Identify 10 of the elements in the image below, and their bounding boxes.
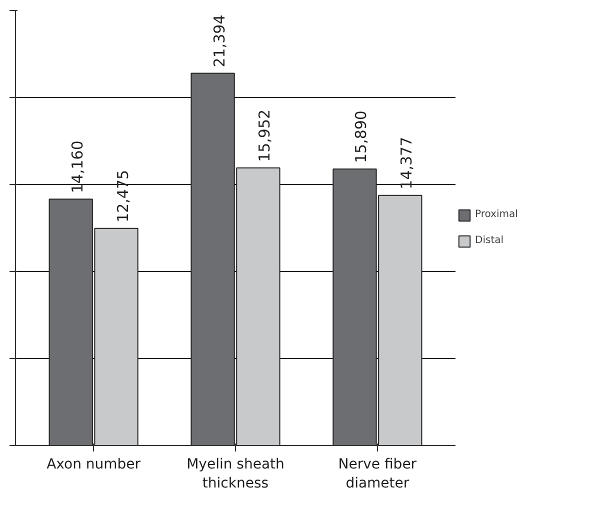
x-tick-label: Axon number (46, 456, 141, 472)
x-tick-label: Myelin sheath thickness (186, 456, 284, 492)
data-label: 12,475 (114, 170, 132, 222)
data-label: 21,394 (210, 14, 228, 68)
data-label: 15,890 (352, 110, 370, 164)
legend-label: Distal (475, 235, 505, 246)
legend-label: Proximal (475, 209, 518, 220)
data-label: 14,160 (68, 140, 86, 194)
x-tick-label: Nerve fiber diameter (338, 456, 417, 492)
data-label: 15,952 (256, 109, 274, 162)
